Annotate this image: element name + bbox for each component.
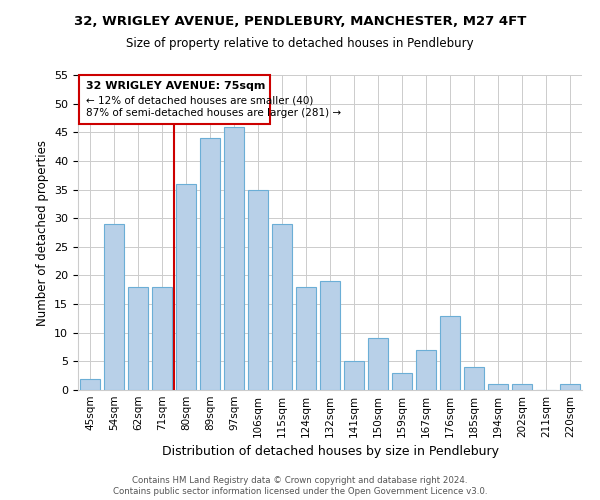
Bar [176,184,196,390]
Bar [392,373,412,390]
Bar [272,224,292,390]
Bar [512,384,532,390]
Bar [440,316,460,390]
Text: Contains HM Land Registry data © Crown copyright and database right 2024.: Contains HM Land Registry data © Crown c… [132,476,468,485]
Text: Size of property relative to detached houses in Pendlebury: Size of property relative to detached ho… [126,38,474,51]
Bar [344,362,364,390]
Bar [200,138,220,390]
Text: 87% of semi-detached houses are larger (281) →: 87% of semi-detached houses are larger (… [86,108,341,118]
Bar [320,281,340,390]
Bar [296,287,316,390]
Text: Contains public sector information licensed under the Open Government Licence v3: Contains public sector information licen… [113,488,487,496]
Bar [152,287,172,390]
Bar [80,378,100,390]
Bar [248,190,268,390]
Bar [128,287,148,390]
X-axis label: Distribution of detached houses by size in Pendlebury: Distribution of detached houses by size … [161,446,499,458]
Bar [464,367,484,390]
Bar [560,384,580,390]
Bar [488,384,508,390]
Text: 32, WRIGLEY AVENUE, PENDLEBURY, MANCHESTER, M27 4FT: 32, WRIGLEY AVENUE, PENDLEBURY, MANCHEST… [74,15,526,28]
Text: 32 WRIGLEY AVENUE: 75sqm: 32 WRIGLEY AVENUE: 75sqm [86,80,266,90]
Bar [416,350,436,390]
Bar [104,224,124,390]
Y-axis label: Number of detached properties: Number of detached properties [35,140,49,326]
Text: ← 12% of detached houses are smaller (40): ← 12% of detached houses are smaller (40… [86,95,314,105]
Bar [224,126,244,390]
FancyBboxPatch shape [79,75,270,124]
Bar [368,338,388,390]
